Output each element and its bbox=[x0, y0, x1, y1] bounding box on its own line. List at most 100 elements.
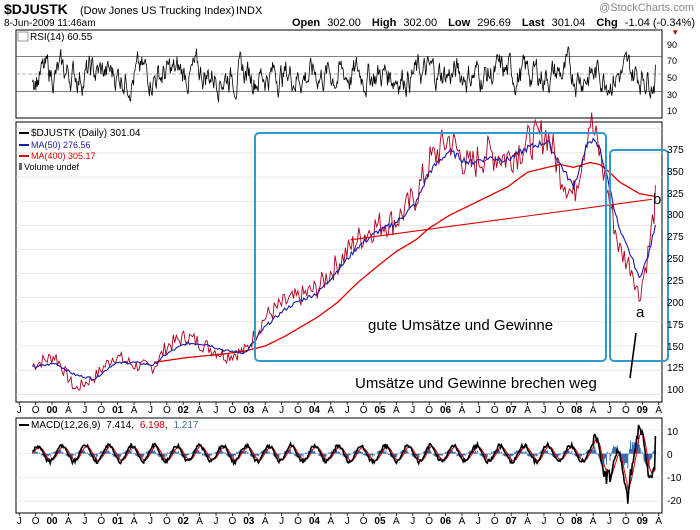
x-tick-label: J bbox=[82, 516, 87, 527]
x-tick-label: 01 bbox=[112, 516, 124, 527]
macd-value: 7.414 bbox=[106, 420, 131, 431]
x-tick-label: 04 bbox=[309, 516, 321, 527]
x-tick-label: A bbox=[262, 516, 269, 527]
x-tick-label: J bbox=[214, 516, 219, 527]
x-tick-label: O bbox=[556, 405, 564, 416]
x-tick-label: O bbox=[425, 405, 433, 416]
chg-value: -1.04 (-0.34%) bbox=[625, 17, 695, 29]
x-tick-label: A bbox=[590, 405, 597, 416]
x-tick-label: J bbox=[607, 405, 612, 416]
rsi-tick: 70 bbox=[667, 56, 677, 66]
x-tick-label: J bbox=[148, 516, 153, 527]
x-tick-label: 08 bbox=[571, 405, 583, 416]
x-tick-label: O bbox=[229, 516, 237, 527]
price-tick: 325 bbox=[667, 189, 684, 200]
open-value: 302.00 bbox=[327, 17, 361, 29]
low-value: 296.69 bbox=[477, 17, 511, 29]
x-tick-label: O bbox=[491, 516, 499, 527]
price-tick: 150 bbox=[667, 342, 684, 353]
price-tick: 300 bbox=[667, 210, 684, 221]
annotation-box-boom bbox=[254, 132, 607, 362]
macd-tick: -20 bbox=[667, 496, 682, 507]
x-tick-label: J bbox=[345, 405, 350, 416]
x-tick-label: A bbox=[655, 516, 662, 527]
high-label: High bbox=[372, 17, 397, 29]
macd-grid bbox=[16, 429, 662, 502]
rsi-legend-swatch bbox=[17, 31, 29, 42]
x-tick-label: J bbox=[148, 405, 153, 416]
price-tick: 175 bbox=[667, 320, 684, 331]
macd-label-prefix: MACD(12,26,9) bbox=[31, 420, 100, 431]
price-tick: 375 bbox=[667, 145, 684, 156]
x-tick-label: O bbox=[97, 516, 105, 527]
x-tick-label: J bbox=[607, 516, 612, 527]
x-tick-label: A bbox=[65, 516, 72, 527]
x-tick-label: O bbox=[622, 516, 630, 527]
rsi-line bbox=[32, 46, 656, 103]
x-tick-label: J bbox=[279, 516, 284, 527]
x-tick-label: O bbox=[32, 405, 40, 416]
x-tick-label: 05 bbox=[374, 516, 386, 527]
x-tick-label: J bbox=[476, 516, 481, 527]
quote-line: Open 302.00 High 302.00 Low 296.69 Last … bbox=[292, 17, 695, 29]
x-tick-label: 05 bbox=[374, 405, 386, 416]
x-tick-label: 09 bbox=[637, 405, 649, 416]
point-a-label: a bbox=[636, 304, 645, 321]
low-label: Low bbox=[448, 17, 470, 29]
x-tick-label: 07 bbox=[506, 516, 518, 527]
macd-line bbox=[31, 424, 657, 504]
legend-ma50: MA(50) 276.56 bbox=[31, 140, 91, 150]
x-tick-label: J bbox=[476, 405, 481, 416]
x-tick-label: A bbox=[196, 516, 203, 527]
rsi-label: RSI(14) 60.55 bbox=[30, 32, 93, 43]
x-tick-label: O bbox=[556, 516, 564, 527]
x-tick-label: O bbox=[491, 405, 499, 416]
price-tick: 250 bbox=[667, 254, 684, 265]
x-axis-middle: J O 00 A J O 01 A J O 02 A J O 03 A J O 04 A J O 05 A J O 06 A J O 07 A… bbox=[17, 402, 662, 416]
x-tick-label: A bbox=[655, 405, 662, 416]
x-tick-label: O bbox=[97, 405, 105, 416]
point-b-label: b bbox=[653, 191, 661, 208]
x-tick-label: J bbox=[17, 516, 22, 527]
x-tick-label: 07 bbox=[506, 405, 518, 416]
x-tick-label: A bbox=[459, 405, 466, 416]
rsi-tick: 30 bbox=[667, 90, 677, 100]
price-panel bbox=[15, 121, 663, 403]
macd-sep: , bbox=[165, 420, 168, 431]
macd-tick: 10 bbox=[667, 427, 679, 438]
last-label: Last bbox=[522, 17, 545, 29]
price-tick: 125 bbox=[667, 363, 684, 374]
price-y-axis: 375 350 325 300 275 250 225 200 175 150 … bbox=[667, 145, 684, 396]
last-value: 301.04 bbox=[552, 17, 586, 29]
x-tick-label: J bbox=[410, 516, 415, 527]
chg-label: Chg bbox=[596, 17, 617, 29]
x-tick-label: O bbox=[163, 405, 171, 416]
price-tick: 275 bbox=[667, 232, 684, 243]
macd-y-axis: 10 0 -10 -20 bbox=[667, 427, 682, 507]
x-tick-label: J bbox=[279, 405, 284, 416]
price-grid bbox=[16, 128, 662, 395]
x-tick-label: O bbox=[294, 516, 302, 527]
x-tick-label: 02 bbox=[178, 405, 190, 416]
x-tick-label: A bbox=[262, 405, 269, 416]
legend-volume-swatch bbox=[19, 163, 22, 170]
x-tick-label: O bbox=[360, 516, 368, 527]
x-tick-label: 04 bbox=[309, 405, 321, 416]
x-tick-label: O bbox=[32, 516, 40, 527]
trendline bbox=[350, 198, 653, 241]
rsi-top-arrow: ▾ bbox=[673, 27, 678, 37]
price-tick: 350 bbox=[667, 167, 684, 178]
x-tick-label: J bbox=[541, 516, 546, 527]
x-tick-label: A bbox=[590, 516, 597, 527]
annotation-boom-label: gute Umsätze und Gewinne bbox=[368, 317, 553, 334]
high-value: 302.00 bbox=[403, 17, 437, 29]
x-tick-label: A bbox=[327, 516, 334, 527]
macd-tick: 0 bbox=[667, 450, 673, 461]
exchange: INDX bbox=[236, 5, 263, 17]
x-tick-label: O bbox=[163, 516, 171, 527]
x-tick-label: 00 bbox=[47, 516, 59, 527]
x-tick-label: 06 bbox=[440, 516, 452, 527]
x-tick-label: A bbox=[524, 405, 531, 416]
macd-panel bbox=[15, 417, 663, 514]
